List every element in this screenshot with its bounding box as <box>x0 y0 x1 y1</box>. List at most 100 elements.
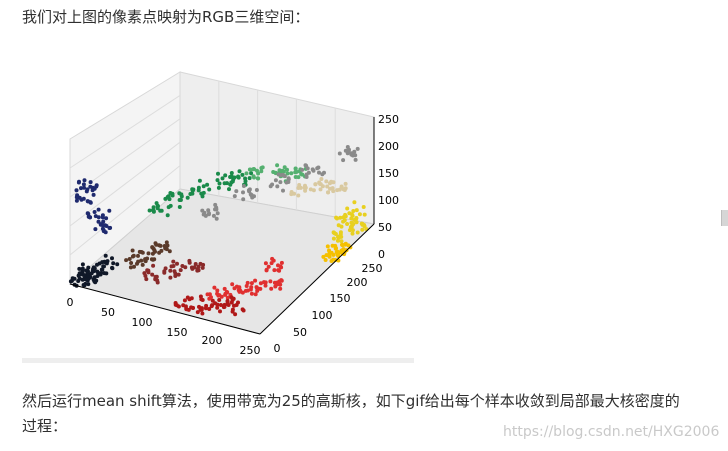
scatter-point <box>341 247 346 252</box>
scatter-point <box>241 184 246 188</box>
scatter-point <box>157 243 162 248</box>
x-axis-line <box>69 283 261 335</box>
z-tick-label: 50 <box>378 221 392 234</box>
scatter-point <box>215 302 220 307</box>
scatter-point <box>270 256 275 261</box>
scatter-point <box>92 279 97 283</box>
scatter-point <box>259 169 264 174</box>
scatter-point <box>240 290 245 295</box>
scatter-point <box>143 259 148 264</box>
scatter-point <box>279 265 284 270</box>
scatter-point <box>277 168 282 173</box>
scatter-point <box>335 216 339 221</box>
scatter-point <box>223 173 228 178</box>
scatter-point <box>249 171 254 176</box>
scatter-point <box>185 295 190 300</box>
scatter-point <box>104 216 109 221</box>
scatter-point <box>81 182 86 187</box>
scatter-point <box>168 275 173 280</box>
scatter-point <box>223 292 228 297</box>
scatter-point <box>263 261 268 266</box>
scatter-point <box>150 245 155 250</box>
y-tick-label: 50 <box>293 326 307 339</box>
scatter-point <box>200 265 205 270</box>
grid-line <box>69 118 181 198</box>
scatter-point <box>325 244 330 249</box>
grid-line <box>69 165 181 256</box>
axis-ticks: 0 50 100 150 200 250 0 50 100 150 200 25… <box>67 113 400 357</box>
scatter-point <box>201 190 206 195</box>
scatter-point <box>230 179 235 184</box>
scatter-point <box>275 184 280 189</box>
scatter-point <box>334 246 338 251</box>
scatter-point <box>263 280 268 285</box>
figure-bottom-border <box>22 358 414 363</box>
scatter-point <box>232 175 237 180</box>
scatter-point <box>335 238 340 243</box>
scatter-point <box>232 286 237 291</box>
scatter-point <box>360 227 365 232</box>
scatter-point <box>96 215 101 220</box>
scatter-point <box>177 198 182 202</box>
scatter-point <box>91 265 96 270</box>
scatter-point <box>127 257 132 261</box>
scatter-point <box>248 287 253 292</box>
scatter-point <box>151 205 156 210</box>
scatter-point <box>104 271 109 276</box>
scatter-point <box>353 157 358 162</box>
scatter-point <box>151 208 156 213</box>
scatter-point <box>98 272 103 277</box>
scatter-point <box>225 295 230 300</box>
y-axis-line <box>259 223 375 335</box>
scatter-point <box>353 153 358 158</box>
scatter-point <box>298 185 303 190</box>
scatter-point <box>168 191 173 195</box>
x-tick-label: 150 <box>167 326 188 339</box>
scatter-point <box>278 180 283 185</box>
rgb-3d-scatter-figure: 0 50 100 150 200 250 0 50 100 150 200 25… <box>22 34 414 362</box>
scatter-point <box>269 286 274 291</box>
scatter-point <box>285 171 290 176</box>
scatter-point <box>255 286 260 291</box>
scatter-point <box>189 296 194 301</box>
scatter-point <box>207 211 211 216</box>
scatter-point <box>74 195 79 200</box>
y-tick-label: 150 <box>330 292 351 305</box>
scatter-point <box>306 170 311 175</box>
scatter-point <box>146 251 151 256</box>
scatter-point <box>139 258 144 263</box>
scatter-point <box>96 219 101 224</box>
scatter-point <box>335 188 340 193</box>
scrollbar-handle[interactable] <box>721 210 728 226</box>
scatter-point <box>165 213 170 218</box>
scatter-point <box>136 259 141 264</box>
scatter-point <box>236 175 241 180</box>
scatter-point <box>319 177 324 181</box>
scatter-point <box>215 211 220 216</box>
z-tick-label: 150 <box>378 167 399 180</box>
scatter-point <box>130 248 135 253</box>
scatter-point <box>85 270 90 275</box>
scatter-point <box>347 211 352 216</box>
scatter-point <box>350 228 355 233</box>
scatter-point <box>81 283 86 287</box>
scatter-point <box>87 215 92 220</box>
scatter-point <box>244 284 249 288</box>
scatter-point <box>349 220 354 225</box>
scatter-point <box>185 195 190 200</box>
scatter-point <box>146 270 151 275</box>
scatter-point <box>207 187 212 192</box>
scatter-point <box>230 282 235 287</box>
scatter-point <box>278 173 283 178</box>
scatter-point <box>199 297 204 302</box>
scatter-point <box>352 200 357 205</box>
scatter-point <box>333 258 338 262</box>
z-tick-label: 250 <box>378 113 399 126</box>
scatter-point <box>104 261 109 266</box>
scatter-point <box>258 281 263 286</box>
y-tick-label: 100 <box>312 309 333 322</box>
scatter-point <box>219 294 224 299</box>
scatter-point <box>308 187 313 192</box>
scatter-point <box>201 184 206 189</box>
